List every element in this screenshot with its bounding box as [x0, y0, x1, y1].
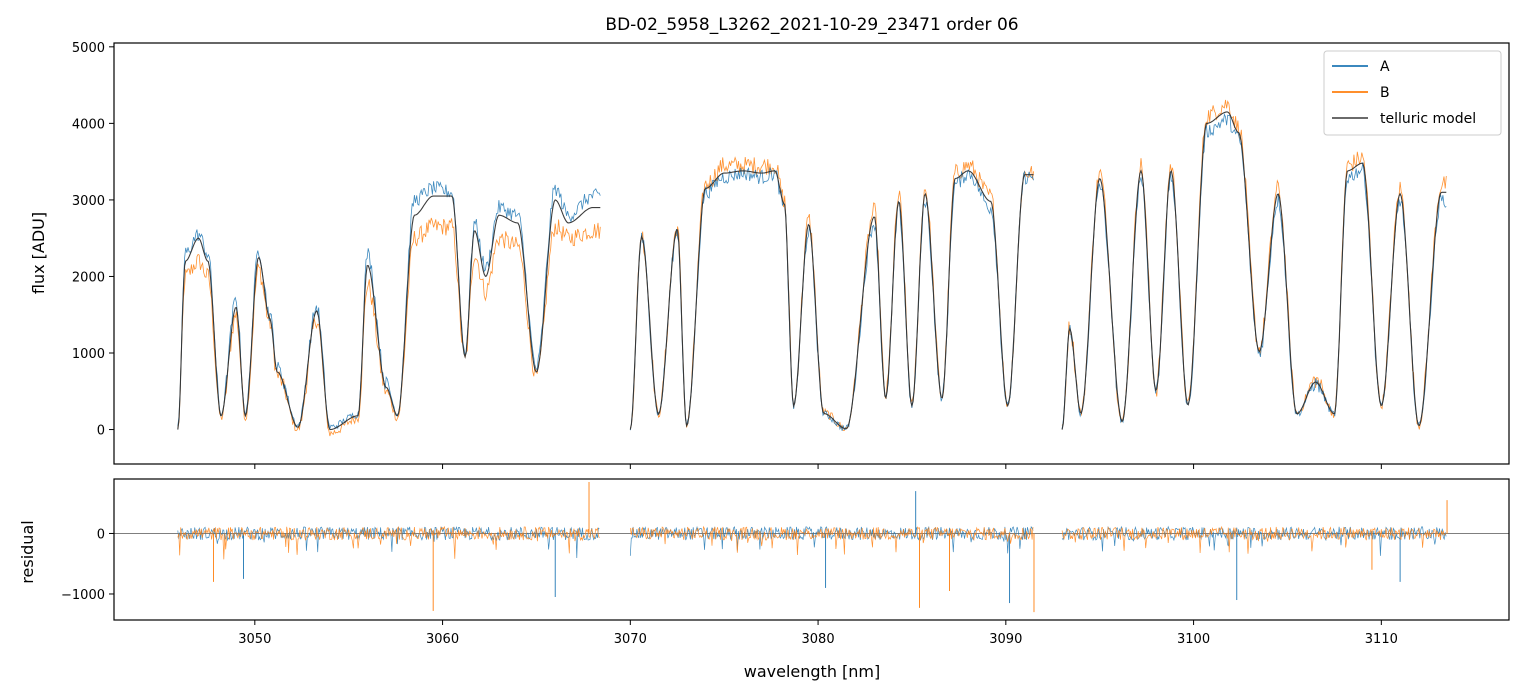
chart-title: BD-02_5958_L3262_2021-10-29_23471 order … [605, 15, 1018, 35]
bottom-x-tick-label: 3110 [1365, 632, 1398, 647]
legend-label-model: telluric model [1380, 111, 1476, 127]
residual-b-segment-3 [1061, 525, 1447, 554]
top-series-model-segment-3 [1061, 111, 1447, 430]
bottom-y-ticks: 0 −1000 [61, 527, 114, 603]
top-y-tick-label: 1000 [72, 347, 105, 362]
top-series-b-segment-3 [1061, 99, 1447, 430]
bottom-x-tick-label: 3100 [1177, 632, 1210, 647]
bottom-x-tick-label: 3080 [802, 632, 835, 647]
top-series-model-segment-2 [629, 170, 1034, 430]
top-y-tick-label: 5000 [72, 41, 105, 56]
residual-b-segment-1 [177, 525, 600, 560]
residual-a-segment-3 [1061, 525, 1447, 556]
bottom-y-tick-label: 0 [97, 527, 105, 542]
legend-label-b: B [1380, 85, 1390, 101]
legend-box [1323, 50, 1502, 136]
bottom-x-tick-label: 3070 [614, 632, 647, 647]
top-x-ticks [254, 464, 1382, 469]
top-series-group [177, 99, 1447, 437]
bottom-x-tick-label: 3090 [989, 632, 1022, 647]
top-y-tick-label: 4000 [72, 117, 105, 132]
top-y-tick-label: 0 [97, 424, 105, 439]
bottom-x-ticks: 3050 3060 3070 3080 3090 3100 3110 [238, 620, 1398, 647]
bottom-x-tick-label: 3060 [426, 632, 459, 647]
legend: A B telluric model [1323, 50, 1502, 136]
x-axis-label: wavelength [nm] [744, 662, 881, 681]
residual-b-segment-2 [629, 525, 1034, 556]
top-panel: 5000 4000 3000 2000 1000 0 flux [ADU] A B tel… [29, 41, 1510, 469]
legend-label-a: A [1380, 59, 1390, 75]
bottom-series-group [177, 482, 1448, 613]
top-series-model-segment-1 [177, 195, 601, 431]
top-y-tick-label: 2000 [72, 270, 105, 285]
top-y-tick-label: 3000 [72, 194, 105, 209]
top-series-a-segment-3 [1061, 113, 1447, 430]
top-y-axis-label: flux [ADU] [29, 212, 48, 294]
bottom-axes-frame [113, 478, 1510, 621]
bottom-y-tick-label: −1000 [61, 588, 105, 603]
bottom-panel: 0 −1000 3050 3060 3070 3080 3090 3100 3110 resi… [18, 478, 1510, 681]
bottom-x-tick-label: 3050 [238, 632, 271, 647]
top-y-ticks: 5000 4000 3000 2000 1000 0 [72, 41, 114, 439]
bottom-y-axis-label: residual [18, 520, 37, 583]
top-series-b-segment-1 [177, 217, 601, 437]
top-axes-frame [113, 42, 1510, 465]
